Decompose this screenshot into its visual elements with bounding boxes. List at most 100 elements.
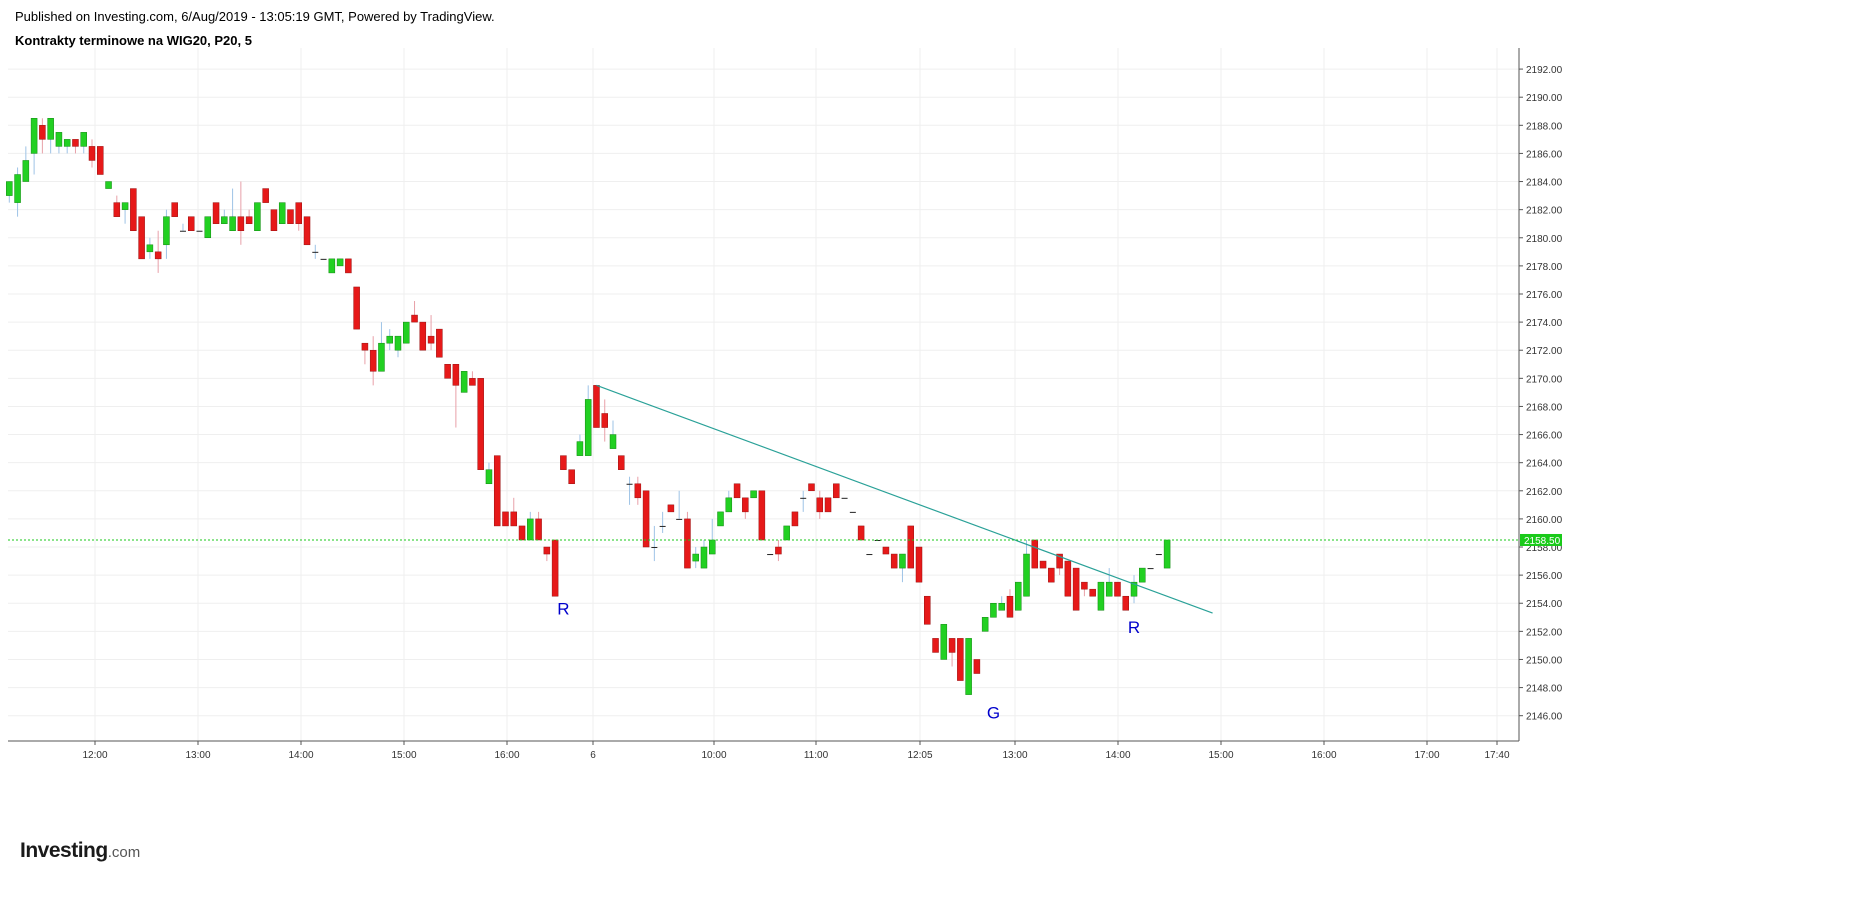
candle-body [146, 244, 154, 253]
candle-body [1147, 568, 1154, 570]
candle-body [212, 202, 220, 224]
candle-body [353, 286, 360, 330]
last-price-label: 2158.50 [1524, 536, 1561, 547]
candle-body [700, 546, 708, 569]
candle-body [47, 118, 54, 140]
candle-body [750, 490, 757, 499]
candle-body [808, 483, 815, 492]
y-tick-label: 2190.00 [1526, 93, 1563, 104]
y-tick-label: 2150.00 [1526, 655, 1563, 666]
candle-body [485, 469, 493, 485]
candle-body [973, 659, 981, 674]
candle-body [510, 511, 518, 527]
candle-body [791, 511, 799, 527]
candle-body [411, 314, 418, 323]
candle-body [113, 202, 121, 217]
candle-body [278, 202, 286, 224]
candle-body [634, 483, 642, 499]
y-tick-label: 2186.00 [1526, 149, 1563, 160]
y-tick-label: 2168.00 [1526, 402, 1563, 413]
candle-body [932, 638, 939, 653]
candle-body [1105, 581, 1113, 597]
candle-body [1006, 595, 1014, 618]
y-tick-label: 2160.00 [1526, 515, 1563, 526]
candle-body [609, 434, 617, 449]
candle-body [154, 251, 162, 260]
candle-body [295, 202, 302, 224]
x-tick-label: 6 [590, 750, 596, 761]
candle-body [857, 525, 865, 541]
y-tick-label: 2166.00 [1526, 431, 1563, 442]
candle-body [179, 230, 186, 232]
x-tick-label: 13:00 [1002, 750, 1027, 761]
candle-body [1130, 581, 1138, 597]
x-tick-label: 12:00 [82, 750, 107, 761]
candles [6, 118, 1171, 695]
candle-body [221, 216, 228, 224]
candle-body [551, 539, 559, 597]
candle-body [535, 518, 542, 541]
candle-body [576, 441, 584, 456]
candle-body [386, 335, 393, 344]
annotation-label: G [987, 704, 1000, 723]
x-tick-label: 17:40 [1484, 750, 1509, 761]
candle-body [758, 490, 766, 541]
x-tick-label: 15:00 [1208, 750, 1233, 761]
candle-body [262, 188, 269, 203]
axes: 2146.00 2148.00 2150.00 2152.00 2154.00 2156.… [8, 48, 1563, 761]
y-tick-label: 2180.00 [1526, 234, 1563, 245]
candle-body [841, 497, 848, 499]
x-tick-label: 16:00 [1311, 750, 1336, 761]
candle-body [651, 547, 658, 549]
candle-body [849, 511, 856, 513]
chart-title: Kontrakty terminowe na WIG20, P20, 5 [15, 33, 252, 48]
candle-body [254, 202, 261, 231]
candle-body [1031, 539, 1039, 569]
logo-main: Investing [20, 839, 108, 862]
candle-body [477, 378, 484, 470]
candle-body [452, 364, 460, 386]
candle-body [584, 399, 592, 456]
candle-body [543, 546, 551, 555]
candle-body [717, 511, 724, 527]
candle-body [775, 546, 782, 555]
y-tick-label: 2152.00 [1526, 627, 1563, 638]
candle-body [1139, 567, 1146, 583]
candle-body [378, 342, 385, 372]
candle-body [55, 132, 63, 147]
candle-body [460, 371, 468, 393]
y-tick-label: 2164.00 [1526, 459, 1563, 470]
candle-body [72, 139, 79, 147]
candle-body [882, 546, 890, 555]
candle-body [419, 321, 427, 351]
y-tick-label: 2176.00 [1526, 290, 1563, 301]
y-tick-label: 2188.00 [1526, 121, 1563, 132]
candle-body [30, 118, 38, 154]
candle-body [427, 335, 435, 344]
candle-body [940, 624, 948, 660]
x-tick-label: 10:00 [701, 750, 726, 761]
candle-body [1014, 581, 1022, 611]
candle-body [138, 216, 145, 260]
published-info: Published on Investing.com, 6/Aug/2019 -… [15, 9, 495, 24]
candle-body [948, 638, 956, 653]
y-tick-label: 2178.00 [1526, 262, 1563, 273]
candle-body [22, 160, 30, 182]
candle-body [369, 349, 377, 372]
candle-body [1064, 560, 1072, 597]
candle-body [965, 638, 972, 695]
candle-body [692, 553, 699, 562]
y-tick-label: 2146.00 [1526, 712, 1563, 723]
candle-body [394, 335, 402, 351]
candle-body [1097, 581, 1105, 611]
y-tick-label: 2148.00 [1526, 684, 1563, 695]
candle-body [204, 216, 212, 239]
y-tick-label: 2158.00 [1526, 543, 1563, 554]
candle-body [767, 554, 774, 556]
candle-body [88, 146, 96, 161]
last-price-badge [1520, 533, 1562, 546]
candle-body [709, 539, 716, 555]
candle-body [642, 490, 650, 548]
candle-body [6, 181, 13, 196]
candle-body [1056, 553, 1063, 569]
